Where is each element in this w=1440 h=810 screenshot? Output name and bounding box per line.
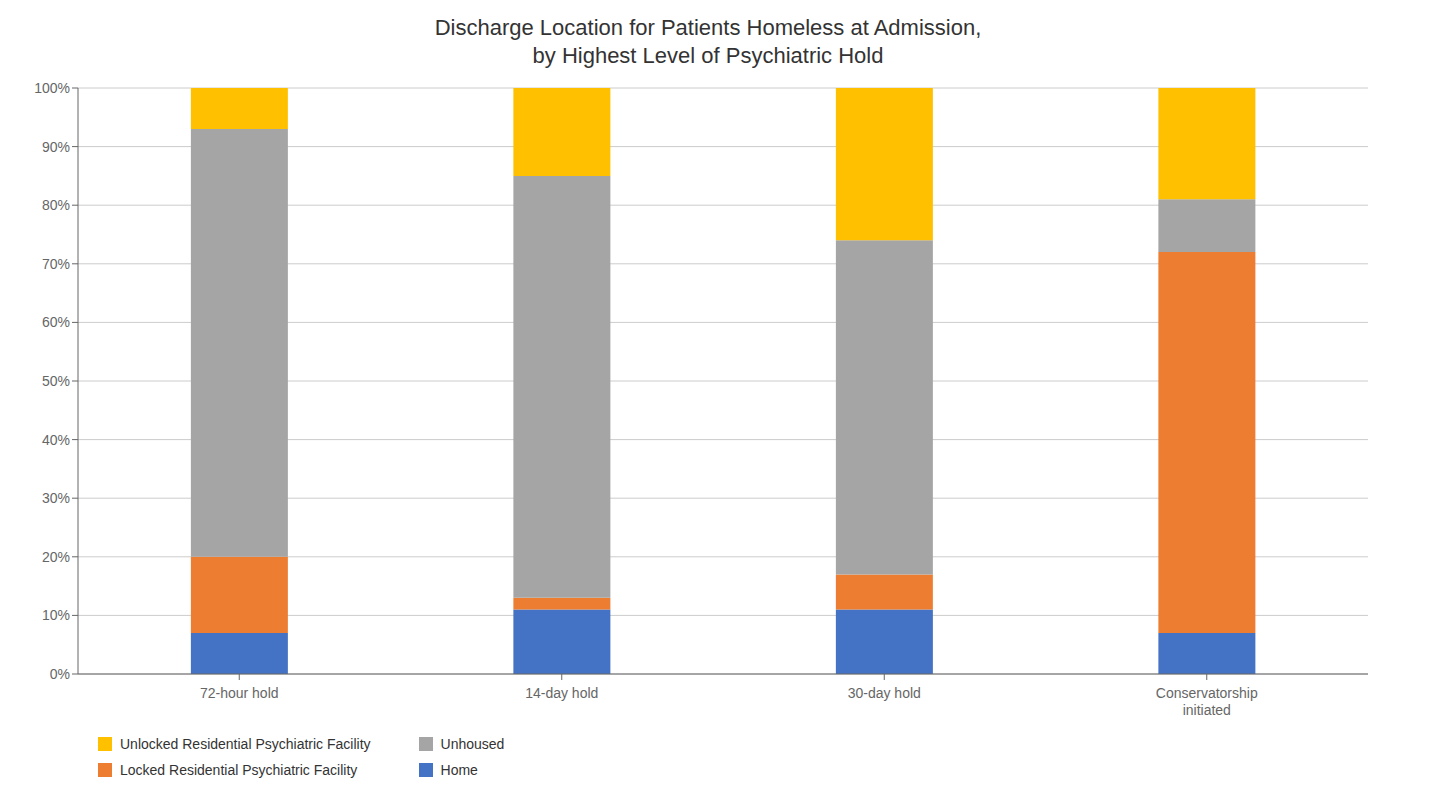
html-text:Unhoused: Unhoused <box>440 736 505 752</box>
svg-text:20%: 20% <box>42 549 70 565</box>
svg-text:0%: 0% <box>50 666 70 682</box>
svg-text:30%: 30% <box>42 490 70 506</box>
svg-text:50%: 50% <box>42 373 70 389</box>
html-text:by Highest Level of Psychiatri: by Highest Level of Psychiatric Hold <box>532 43 884 68</box>
svg-text:72-hour hold: 72-hour hold <box>200 685 279 701</box>
svg-text:90%: 90% <box>42 139 70 155</box>
svg-text:40%: 40% <box>42 432 70 448</box>
html-text:Locked Residential Psychiatric: Locked Residential Psychiatric Facility <box>120 762 358 778</box>
html-text:Unlocked Residential Psychiatr: Unlocked Residential Psychiatric Facilit… <box>120 736 371 752</box>
html-text:Home: Home <box>440 762 478 778</box>
svg-text:10%: 10% <box>42 607 70 623</box>
svg-text:100%: 100% <box>34 80 70 96</box>
svg-text:30-day hold: 30-day hold <box>848 685 921 701</box>
svg-text:60%: 60% <box>42 314 70 330</box>
svg-text:80%: 80% <box>42 197 70 213</box>
html-text:Discharge Location for Patient: Discharge Location for Patients Homeless… <box>434 15 982 40</box>
svg-text:70%: 70% <box>42 256 70 272</box>
svg-text:14-day hold: 14-day hold <box>525 685 598 701</box>
svg-text:Conservatorshipinitiated: Conservatorshipinitiated <box>1156 685 1258 718</box>
